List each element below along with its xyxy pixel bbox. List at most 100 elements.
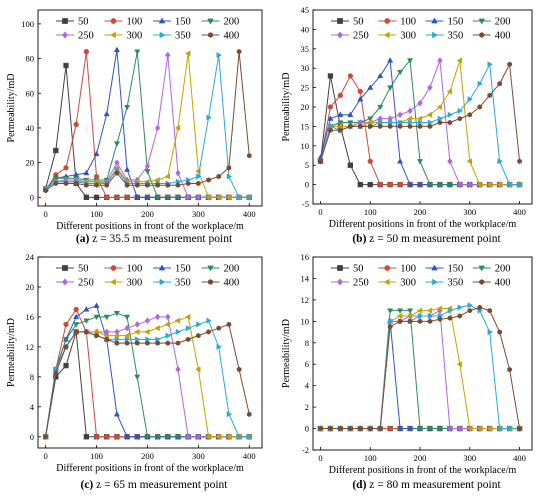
data-point-300: [215, 194, 221, 201]
data-point-250: [144, 317, 151, 325]
data-point-400: [94, 332, 99, 339]
legend-item-350: 350: [153, 278, 191, 289]
data-point-400: [397, 123, 403, 130]
data-point-300: [195, 366, 201, 373]
legend-marker-150: [158, 17, 166, 24]
y-tick-label: 24: [26, 252, 35, 262]
legend-item-200: 200: [472, 17, 511, 28]
data-point-400: [236, 366, 242, 373]
data-point-100: [73, 121, 79, 128]
legend-marker-200: [207, 265, 214, 272]
x-tick-label: 100: [90, 209, 103, 219]
y-tick-label: 8: [305, 338, 309, 348]
legend-label: 200: [224, 264, 240, 275]
data-point-350: [457, 304, 464, 311]
legend-label: 300: [127, 31, 143, 42]
data-point-300: [205, 433, 211, 440]
legend-item-350: 350: [153, 31, 191, 42]
data-point-150: [327, 115, 334, 121]
data-point-400: [467, 112, 473, 118]
legend: 50 100 150 200 250 300 350 400: [56, 264, 239, 289]
data-point-400: [467, 307, 473, 314]
data-point-100: [387, 425, 393, 432]
data-point-350: [487, 61, 493, 68]
legend-label: 100: [127, 264, 143, 275]
panel-letter: (a): [76, 233, 90, 245]
legend-label: 350: [175, 278, 191, 289]
data-point-350: [437, 115, 444, 122]
data-point-350: [378, 119, 384, 126]
chart-panel-4: 0 100 200 300 400 -2 0 2 4 6 8 10 12 14 16 Different po…: [281, 252, 533, 491]
data-point-400: [517, 425, 522, 432]
series-line-250: [320, 310, 520, 430]
data-point-300: [436, 103, 443, 111]
data-point-300: [456, 361, 462, 368]
data-point-350: [507, 181, 513, 188]
data-point-200: [113, 311, 120, 317]
chart-panel-1: 0 100 200 300 400 0 20 40 60 80 100 Different posit…: [6, 9, 263, 245]
legend-label: 350: [448, 31, 464, 42]
legend-marker-350: [159, 278, 166, 286]
data-point-400: [397, 318, 403, 325]
y-tick-label: 0: [30, 432, 34, 442]
y-tick-label: 5: [305, 160, 309, 170]
data-point-100: [357, 88, 363, 95]
data-point-400: [497, 81, 502, 87]
data-point-100: [104, 434, 110, 440]
series-50: [317, 73, 523, 188]
data-point-400: [477, 104, 483, 110]
data-point-100: [367, 158, 373, 164]
plot-frame: [37, 256, 263, 449]
data-point-400: [216, 325, 222, 331]
data-point-350: [517, 181, 523, 188]
x-tick-label: 200: [141, 451, 154, 461]
data-point-400: [377, 123, 383, 130]
data-point-150: [416, 181, 424, 187]
legend: 50 100 150 200 250 300 350 400: [331, 264, 511, 289]
legend-marker-100: [110, 265, 117, 271]
data-point-200: [174, 434, 182, 441]
data-point-150: [357, 95, 364, 102]
data-point-50: [357, 181, 363, 188]
y-tick-label: 14: [301, 273, 310, 283]
data-point-250: [417, 99, 423, 107]
data-point-350: [467, 96, 474, 103]
data-point-400: [124, 182, 130, 188]
data-point-350: [236, 194, 243, 201]
x-tick-label: 0: [44, 209, 48, 219]
data-point-400: [63, 344, 69, 350]
legend: 50 100 150 200 250 300 350 400: [56, 17, 239, 42]
data-point-250: [447, 425, 453, 432]
series-line-400: [320, 306, 521, 430]
data-point-300: [486, 181, 492, 188]
legend-item-100: 100: [378, 264, 416, 275]
panel-caption-text: z = 80 m measurement point: [366, 479, 501, 491]
data-point-150: [103, 110, 110, 117]
data-point-400: [328, 425, 333, 432]
data-point-100: [377, 181, 383, 188]
data-point-350: [165, 332, 172, 339]
data-point-150: [397, 425, 404, 431]
plot-frame: [37, 9, 263, 207]
data-point-300: [406, 312, 413, 320]
data-point-400: [457, 313, 463, 319]
data-point-250: [427, 84, 433, 92]
legend-marker-50: [337, 18, 343, 24]
data-point-200: [144, 434, 151, 441]
data-point-300: [164, 321, 170, 328]
legend: 50 100 150 200 250 300 350 400: [331, 17, 511, 42]
legend-item-50: 50: [331, 17, 364, 28]
data-point-350: [417, 119, 424, 126]
data-point-100: [124, 194, 130, 200]
data-point-350: [447, 307, 454, 314]
y-tick-label: 8: [30, 372, 34, 382]
legend-label: 250: [353, 278, 369, 289]
data-point-350: [407, 119, 414, 126]
series-line-50: [319, 75, 520, 186]
legend-label: 150: [448, 17, 464, 28]
data-point-200: [397, 308, 404, 314]
data-point-300: [123, 332, 130, 339]
data-point-250: [114, 159, 120, 167]
data-point-350: [387, 318, 394, 325]
